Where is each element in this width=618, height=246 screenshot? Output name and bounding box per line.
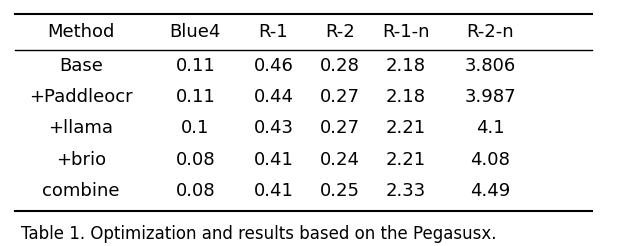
Text: R-2-n: R-2-n bbox=[466, 23, 514, 41]
Text: 2.21: 2.21 bbox=[386, 119, 426, 138]
Text: +llama: +llama bbox=[48, 119, 114, 138]
Text: Base: Base bbox=[59, 57, 103, 75]
Text: 0.24: 0.24 bbox=[320, 151, 360, 169]
Text: R-1: R-1 bbox=[259, 23, 288, 41]
Text: Method: Method bbox=[48, 23, 115, 41]
Text: +brio: +brio bbox=[56, 151, 106, 169]
Text: 0.46: 0.46 bbox=[253, 57, 294, 75]
Text: 0.43: 0.43 bbox=[253, 119, 294, 138]
Text: Table 1. Optimization and results based on the Pegasusx.: Table 1. Optimization and results based … bbox=[21, 225, 496, 243]
Text: combine: combine bbox=[42, 182, 120, 200]
Text: Blue4: Blue4 bbox=[169, 23, 221, 41]
Text: 2.21: 2.21 bbox=[386, 151, 426, 169]
Text: 4.49: 4.49 bbox=[470, 182, 510, 200]
Text: 0.08: 0.08 bbox=[176, 182, 215, 200]
Text: 0.11: 0.11 bbox=[176, 88, 215, 106]
Text: 2.33: 2.33 bbox=[386, 182, 426, 200]
Text: 3.806: 3.806 bbox=[464, 57, 515, 75]
Text: 0.41: 0.41 bbox=[253, 182, 294, 200]
Text: R-1-n: R-1-n bbox=[382, 23, 430, 41]
Text: 4.1: 4.1 bbox=[476, 119, 504, 138]
Text: 0.08: 0.08 bbox=[176, 151, 215, 169]
Text: 4.08: 4.08 bbox=[470, 151, 510, 169]
Text: 2.18: 2.18 bbox=[386, 57, 426, 75]
Text: 0.27: 0.27 bbox=[320, 88, 360, 106]
Text: +Paddleocr: +Paddleocr bbox=[29, 88, 133, 106]
Text: 0.44: 0.44 bbox=[253, 88, 294, 106]
Text: 0.1: 0.1 bbox=[181, 119, 210, 138]
Text: 0.25: 0.25 bbox=[320, 182, 360, 200]
Text: R-2: R-2 bbox=[324, 23, 355, 41]
Text: 0.28: 0.28 bbox=[320, 57, 360, 75]
Text: 0.41: 0.41 bbox=[253, 151, 294, 169]
Text: 2.18: 2.18 bbox=[386, 88, 426, 106]
Text: 0.27: 0.27 bbox=[320, 119, 360, 138]
Text: 0.11: 0.11 bbox=[176, 57, 215, 75]
Text: 3.987: 3.987 bbox=[464, 88, 516, 106]
